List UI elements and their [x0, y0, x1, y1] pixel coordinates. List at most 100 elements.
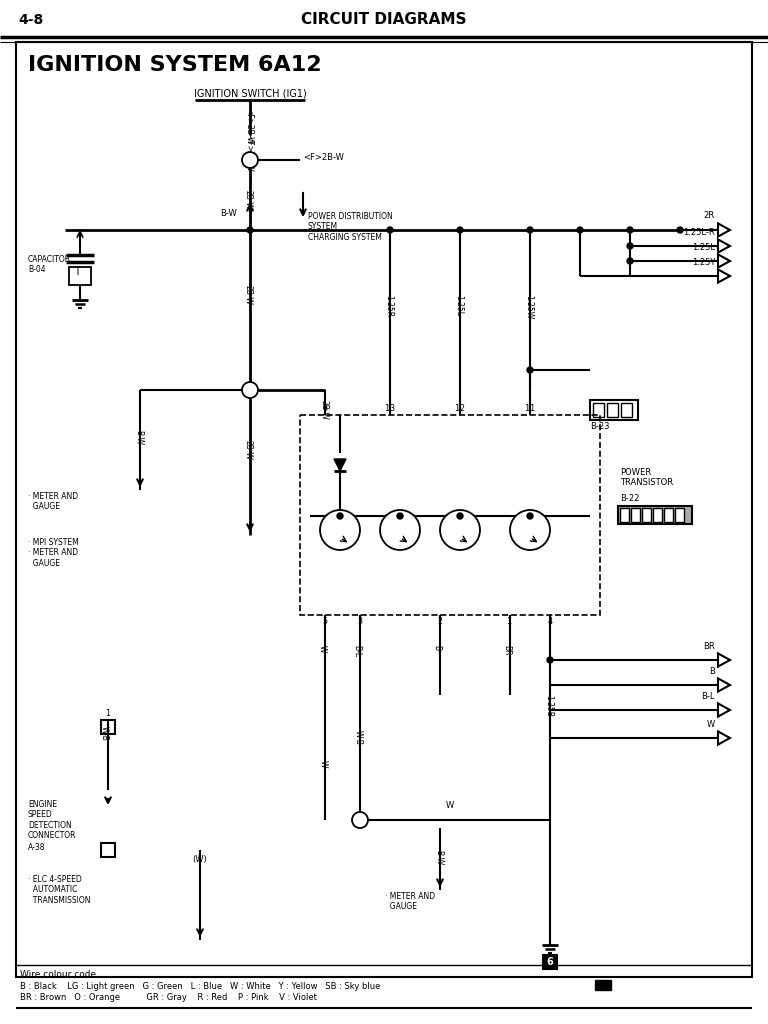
- Text: 2B-W: 2B-W: [244, 285, 253, 305]
- Circle shape: [547, 657, 553, 663]
- Bar: [543, 955, 557, 969]
- Text: 1.25W: 1.25W: [524, 295, 533, 319]
- Polygon shape: [718, 703, 730, 717]
- Text: · ELC 4-SPEED
  AUTOMATIC
  TRANSMISSION: · ELC 4-SPEED AUTOMATIC TRANSMISSION: [28, 874, 91, 905]
- Text: POWER
TRANSISTOR: POWER TRANSISTOR: [620, 468, 673, 487]
- Bar: [300, 415, 600, 615]
- Text: 12: 12: [455, 404, 465, 413]
- Text: CIRCUIT DIAGRAMS: CIRCUIT DIAGRAMS: [301, 12, 467, 28]
- Text: W: W: [317, 645, 326, 652]
- Text: 3: 3: [357, 617, 362, 626]
- Circle shape: [242, 382, 258, 398]
- Text: 5: 5: [323, 617, 327, 626]
- Text: B: B: [432, 645, 442, 650]
- Text: <F>2B-W: <F>2B-W: [244, 108, 253, 144]
- Text: 4-8: 4-8: [18, 13, 43, 27]
- Text: 4: 4: [548, 617, 552, 626]
- Circle shape: [627, 243, 633, 249]
- Text: IGNITION SYSTEM 6A12: IGNITION SYSTEM 6A12: [28, 55, 322, 75]
- Text: W: W: [707, 720, 715, 729]
- Text: B-W: B-W: [434, 850, 443, 865]
- Circle shape: [320, 510, 360, 550]
- Text: B-23: B-23: [590, 422, 610, 431]
- Bar: [101, 843, 115, 857]
- Text: 1.25L: 1.25L: [692, 243, 715, 252]
- Text: B : Black    LG : Light green   G : Green   L : Blue   W : White   Y : Yellow   : B : Black LG : Light green G : Green L :…: [20, 982, 380, 991]
- Polygon shape: [334, 459, 346, 471]
- Circle shape: [527, 367, 533, 373]
- Text: 2B-W: 2B-W: [244, 190, 253, 210]
- Polygon shape: [718, 223, 730, 237]
- Text: (W): (W): [193, 855, 207, 864]
- Text: BR: BR: [703, 642, 715, 651]
- Text: B-W: B-W: [134, 430, 143, 445]
- Circle shape: [627, 227, 633, 233]
- Text: 1.25L: 1.25L: [454, 295, 463, 316]
- Circle shape: [397, 513, 403, 519]
- Circle shape: [527, 227, 533, 233]
- Text: W: W: [319, 760, 328, 768]
- Text: 6: 6: [323, 404, 327, 413]
- Text: IGNITION SWITCH (IG1): IGNITION SWITCH (IG1): [194, 88, 306, 98]
- Text: 2B-W: 2B-W: [319, 400, 328, 420]
- Circle shape: [510, 510, 550, 550]
- Text: 13: 13: [385, 404, 395, 413]
- Circle shape: [577, 227, 583, 233]
- Text: B-W: B-W: [220, 209, 237, 218]
- Bar: [590, 400, 638, 420]
- Text: 1.25R: 1.25R: [384, 295, 393, 317]
- Text: CAPACITOR: CAPACITOR: [28, 255, 71, 264]
- Bar: [593, 403, 604, 417]
- Text: · MPI SYSTEM
· METER AND
  GAUGE: · MPI SYSTEM · METER AND GAUGE: [28, 538, 79, 567]
- Text: W: W: [446, 801, 454, 810]
- Text: W-B: W-B: [354, 730, 363, 744]
- Text: 6: 6: [248, 385, 253, 394]
- Polygon shape: [718, 240, 730, 253]
- Bar: [642, 508, 651, 522]
- Text: · METER AND
  GAUGE: · METER AND GAUGE: [28, 492, 78, 511]
- Text: 1: 1: [106, 709, 111, 718]
- Text: POWER DISTRIBUTION
SYSTEM
CHARGING SYSTEM: POWER DISTRIBUTION SYSTEM CHARGING SYSTE…: [308, 212, 392, 242]
- Text: 7: 7: [358, 815, 362, 824]
- Bar: [620, 508, 629, 522]
- Text: W-B: W-B: [100, 726, 108, 741]
- Polygon shape: [718, 678, 730, 691]
- Text: <F>2B-W: <F>2B-W: [244, 135, 253, 172]
- Text: <F>2B-W: <F>2B-W: [303, 153, 344, 162]
- Bar: [101, 720, 115, 734]
- Text: ENGINE
SPEED
DETECTION
CONNECTOR: ENGINE SPEED DETECTION CONNECTOR: [28, 800, 77, 841]
- Polygon shape: [718, 254, 730, 267]
- Circle shape: [457, 513, 463, 519]
- Polygon shape: [718, 269, 730, 283]
- Text: 2B-W: 2B-W: [244, 440, 253, 460]
- Circle shape: [677, 227, 683, 233]
- Circle shape: [457, 227, 463, 233]
- Circle shape: [387, 227, 393, 233]
- Text: B-22: B-22: [620, 494, 640, 503]
- Circle shape: [242, 152, 258, 168]
- Polygon shape: [718, 731, 730, 744]
- Circle shape: [380, 510, 420, 550]
- Text: B-L: B-L: [701, 692, 715, 701]
- Text: 6: 6: [547, 957, 554, 967]
- Text: BR: BR: [502, 645, 511, 655]
- Bar: [664, 508, 673, 522]
- Circle shape: [527, 513, 533, 519]
- Bar: [631, 508, 640, 522]
- Text: 1.25B: 1.25B: [544, 695, 553, 717]
- Text: 1.25Y: 1.25Y: [692, 258, 715, 267]
- Text: A-38: A-38: [28, 843, 45, 852]
- Circle shape: [247, 227, 253, 233]
- Bar: [595, 980, 611, 990]
- Text: B: B: [709, 667, 715, 676]
- Text: 1: 1: [508, 617, 512, 626]
- Text: BR : Brown   O : Orange          GR : Gray    R : Red    P : Pink    V : Violet: BR : Brown O : Orange GR : Gray R : Red …: [20, 993, 317, 1002]
- Text: · METER AND
  GAUGE: · METER AND GAUGE: [385, 892, 435, 911]
- Text: 2: 2: [438, 617, 442, 626]
- Circle shape: [337, 513, 343, 519]
- Text: 11: 11: [525, 404, 535, 413]
- Bar: [607, 403, 618, 417]
- Text: T: T: [75, 267, 81, 278]
- Text: 1.25L-R: 1.25L-R: [684, 228, 715, 237]
- Bar: [621, 403, 632, 417]
